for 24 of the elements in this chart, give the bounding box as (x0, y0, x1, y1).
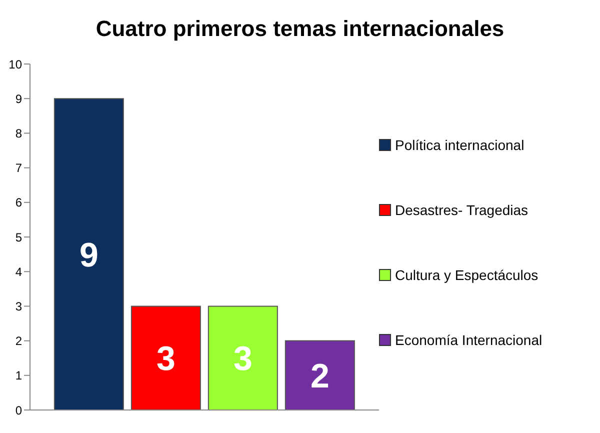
bar (54, 98, 124, 410)
y-tick-label: 0 (15, 403, 22, 418)
legend-label: Política internacional (395, 136, 524, 152)
y-tick-label: 4 (15, 264, 22, 279)
bar (284, 340, 355, 410)
bar (208, 306, 278, 410)
data-label: 3 (156, 340, 176, 378)
y-tick-label: 7 (15, 161, 22, 176)
y-tick-label: 6 (15, 196, 22, 210)
legend-label: Economía Internacional (395, 332, 542, 348)
data-label: 3 (233, 340, 252, 378)
y-tick-label: 3 (15, 299, 22, 314)
y-tick-label: 1 (15, 368, 22, 383)
y-tick-label: 2 (15, 334, 22, 348)
y-tick-label: 10 (8, 57, 22, 72)
data-label: 9 (79, 236, 98, 274)
y-tick-label: 8 (15, 126, 22, 140)
legend-label: Desastres- Tragedias (395, 202, 528, 218)
y-tick-label: 9 (15, 92, 22, 106)
data-label: 2 (310, 357, 330, 396)
bar (130, 306, 201, 410)
chart-title: Cuatro primeros temas internacionales (94, 15, 506, 43)
legend-label: Cultura y Espectáculos (395, 266, 538, 282)
y-tick-label: 5 (15, 230, 22, 244)
